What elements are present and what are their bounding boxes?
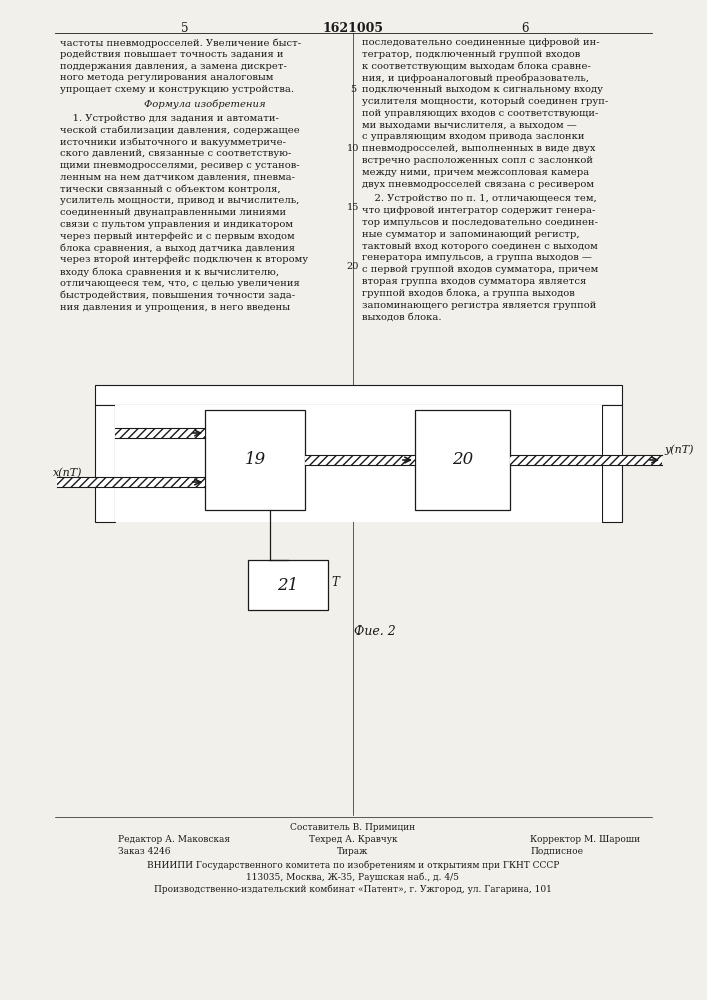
Text: генератора импульсов, а группа выходов —: генератора импульсов, а группа выходов — xyxy=(362,253,592,262)
Bar xyxy=(95,405,115,522)
Text: двух пневмодросселей связана с ресивером: двух пневмодросселей связана с ресивером xyxy=(362,180,594,189)
Text: поддержания давления, а замена дискрет-: поддержания давления, а замена дискрет- xyxy=(60,62,287,71)
Text: 6: 6 xyxy=(521,22,529,35)
Text: ВНИИПИ Государственного комитета по изобретениям и открытиям при ГКНТ СССР: ВНИИПИ Государственного комитета по изоб… xyxy=(147,861,559,870)
Text: пой управляющих входов с соответствующи-: пой управляющих входов с соответствующи- xyxy=(362,109,598,118)
Text: 5: 5 xyxy=(181,22,189,35)
Text: запоминающего регистра является группой: запоминающего регистра является группой xyxy=(362,301,597,310)
Text: 20: 20 xyxy=(452,452,473,468)
Text: щими пневмодросселями, ресивер с установ-: щими пневмодросселями, ресивер с установ… xyxy=(60,161,300,170)
Text: с первой группой входов сумматора, причем: с первой группой входов сумматора, приче… xyxy=(362,265,598,274)
Text: пневмодросселей, выполненных в виде двух: пневмодросселей, выполненных в виде двух xyxy=(362,144,595,153)
Text: усилителя мощности, который соединен груп-: усилителя мощности, который соединен гру… xyxy=(362,97,608,106)
Text: быстродействия, повышения точности зада-: быстродействия, повышения точности зада- xyxy=(60,291,295,300)
Text: Подписное: Подписное xyxy=(530,847,583,856)
Text: через первый интерфейс и с первым входом: через первый интерфейс и с первым входом xyxy=(60,232,295,241)
Bar xyxy=(95,405,115,522)
Bar xyxy=(57,477,205,487)
Text: 1. Устройство для задания и автомати-: 1. Устройство для задания и автомати- xyxy=(60,114,279,123)
Text: 2. Устройство по п. 1, отличающееся тем,: 2. Устройство по п. 1, отличающееся тем, xyxy=(362,194,597,203)
Text: входу блока сравнения и к вычислителю,: входу блока сравнения и к вычислителю, xyxy=(60,267,279,277)
Text: ния, и цифроаналоговый преобразователь,: ния, и цифроаналоговый преобразователь, xyxy=(362,73,589,83)
Bar xyxy=(415,410,510,510)
Text: ленным на нем датчиком давления, пневма-: ленным на нем датчиком давления, пневма- xyxy=(60,173,295,182)
Text: тактовый вход которого соединен с выходом: тактовый вход которого соединен с выходо… xyxy=(362,242,597,251)
Bar xyxy=(510,455,662,465)
Text: выходов блока.: выходов блока. xyxy=(362,312,441,321)
Bar xyxy=(95,385,622,405)
Text: ского давлений, связанные с соответствую-: ского давлений, связанные с соответствую… xyxy=(60,149,291,158)
Text: встречно расположенных сопл с заслонкой: встречно расположенных сопл с заслонкой xyxy=(362,156,593,165)
Text: усилитель мощности, привод и вычислитель,: усилитель мощности, привод и вычислитель… xyxy=(60,196,299,205)
Text: 19: 19 xyxy=(245,452,266,468)
Text: ные сумматор и запоминающий регистр,: ные сумматор и запоминающий регистр, xyxy=(362,230,580,239)
Text: Редактор А. Маковская: Редактор А. Маковская xyxy=(118,835,230,844)
Text: вторая группа входов сумматора является: вторая группа входов сумматора является xyxy=(362,277,586,286)
Text: между ними, причем межсопловая камера: между ними, причем межсопловая камера xyxy=(362,168,589,177)
Bar xyxy=(205,410,305,510)
Text: частоты пневмодросселей. Увеличение быст-: частоты пневмодросселей. Увеличение быст… xyxy=(60,38,301,47)
Text: группой входов блока, а группа выходов: группой входов блока, а группа выходов xyxy=(362,289,575,298)
Text: T: T xyxy=(331,576,339,588)
Text: тически связанный с объектом контроля,: тически связанный с объектом контроля, xyxy=(60,185,281,194)
Bar xyxy=(115,428,205,438)
Text: к соответствующим выходам блока сравне-: к соответствующим выходам блока сравне- xyxy=(362,62,591,71)
Text: 5: 5 xyxy=(350,85,356,94)
Bar xyxy=(305,455,415,465)
Text: отличающееся тем, что, с целью увеличения: отличающееся тем, что, с целью увеличени… xyxy=(60,279,300,288)
Text: 21: 21 xyxy=(277,576,298,593)
Bar xyxy=(602,405,622,522)
Text: Производственно-издательский комбинат «Патент», г. Ужгород, ул. Гагарина, 101: Производственно-издательский комбинат «П… xyxy=(154,885,552,894)
Text: y(nT): y(nT) xyxy=(664,444,694,455)
Bar xyxy=(115,405,602,522)
Text: источники избыточного и вакуумметриче-: источники избыточного и вакуумметриче- xyxy=(60,137,286,147)
Text: Заказ 4246: Заказ 4246 xyxy=(118,847,170,856)
Text: тегратор, подключенный группой входов: тегратор, подключенный группой входов xyxy=(362,50,580,59)
Text: подключенный выходом к сигнальному входу: подключенный выходом к сигнальному входу xyxy=(362,85,603,94)
Text: тор импульсов и последовательно соединен-: тор импульсов и последовательно соединен… xyxy=(362,218,598,227)
Text: Формула изобретения: Формула изобретения xyxy=(144,100,266,109)
Text: последовательно соединенные цифровой ин-: последовательно соединенные цифровой ин- xyxy=(362,38,600,47)
Text: 1621005: 1621005 xyxy=(322,22,383,35)
Bar xyxy=(57,477,205,487)
Text: ного метода регулирования аналоговым: ного метода регулирования аналоговым xyxy=(60,73,274,82)
Bar xyxy=(602,405,622,522)
Text: блока сравнения, а выход датчика давления: блока сравнения, а выход датчика давлени… xyxy=(60,244,295,253)
Text: упрощает схему и конструкцию устройства.: упрощает схему и конструкцию устройства. xyxy=(60,85,294,94)
Text: ми выходами вычислителя, а выходом —: ми выходами вычислителя, а выходом — xyxy=(362,121,577,130)
Text: что цифровой интегратор содержит генера-: что цифровой интегратор содержит генера- xyxy=(362,206,595,215)
Text: Техред А. Кравчук: Техред А. Кравчук xyxy=(309,835,397,844)
Text: 113035, Москва, Ж-35, Раушская наб., д. 4/5: 113035, Москва, Ж-35, Раушская наб., д. … xyxy=(247,873,460,882)
Bar xyxy=(305,455,415,465)
Text: 10: 10 xyxy=(347,144,359,153)
Text: 20: 20 xyxy=(347,262,359,271)
Text: Составитель В. Примицин: Составитель В. Примицин xyxy=(291,823,416,832)
Text: 15: 15 xyxy=(347,203,359,212)
Text: связи с пультом управления и индикатором: связи с пультом управления и индикатором xyxy=(60,220,293,229)
Bar xyxy=(95,385,622,405)
Text: соединенный двунаправленными линиями: соединенный двунаправленными линиями xyxy=(60,208,286,217)
Text: ческой стабилизации давления, содержащее: ческой стабилизации давления, содержащее xyxy=(60,126,300,135)
Bar xyxy=(248,560,328,610)
Bar xyxy=(510,455,662,465)
Bar xyxy=(115,428,205,438)
Text: ния давления и упрощения, в него введены: ния давления и упрощения, в него введены xyxy=(60,303,290,312)
Text: Фие. 2: Фие. 2 xyxy=(354,625,396,638)
Text: Корректор М. Шароши: Корректор М. Шароши xyxy=(530,835,640,844)
Text: x(nT): x(nT) xyxy=(53,468,83,478)
Text: через второй интерфейс подключен к второму: через второй интерфейс подключен к второ… xyxy=(60,255,308,264)
Text: родействия повышает точность задания и: родействия повышает точность задания и xyxy=(60,50,284,59)
Text: с управляющим входом привода заслонки: с управляющим входом привода заслонки xyxy=(362,132,585,141)
Text: Тираж: Тираж xyxy=(337,847,368,856)
